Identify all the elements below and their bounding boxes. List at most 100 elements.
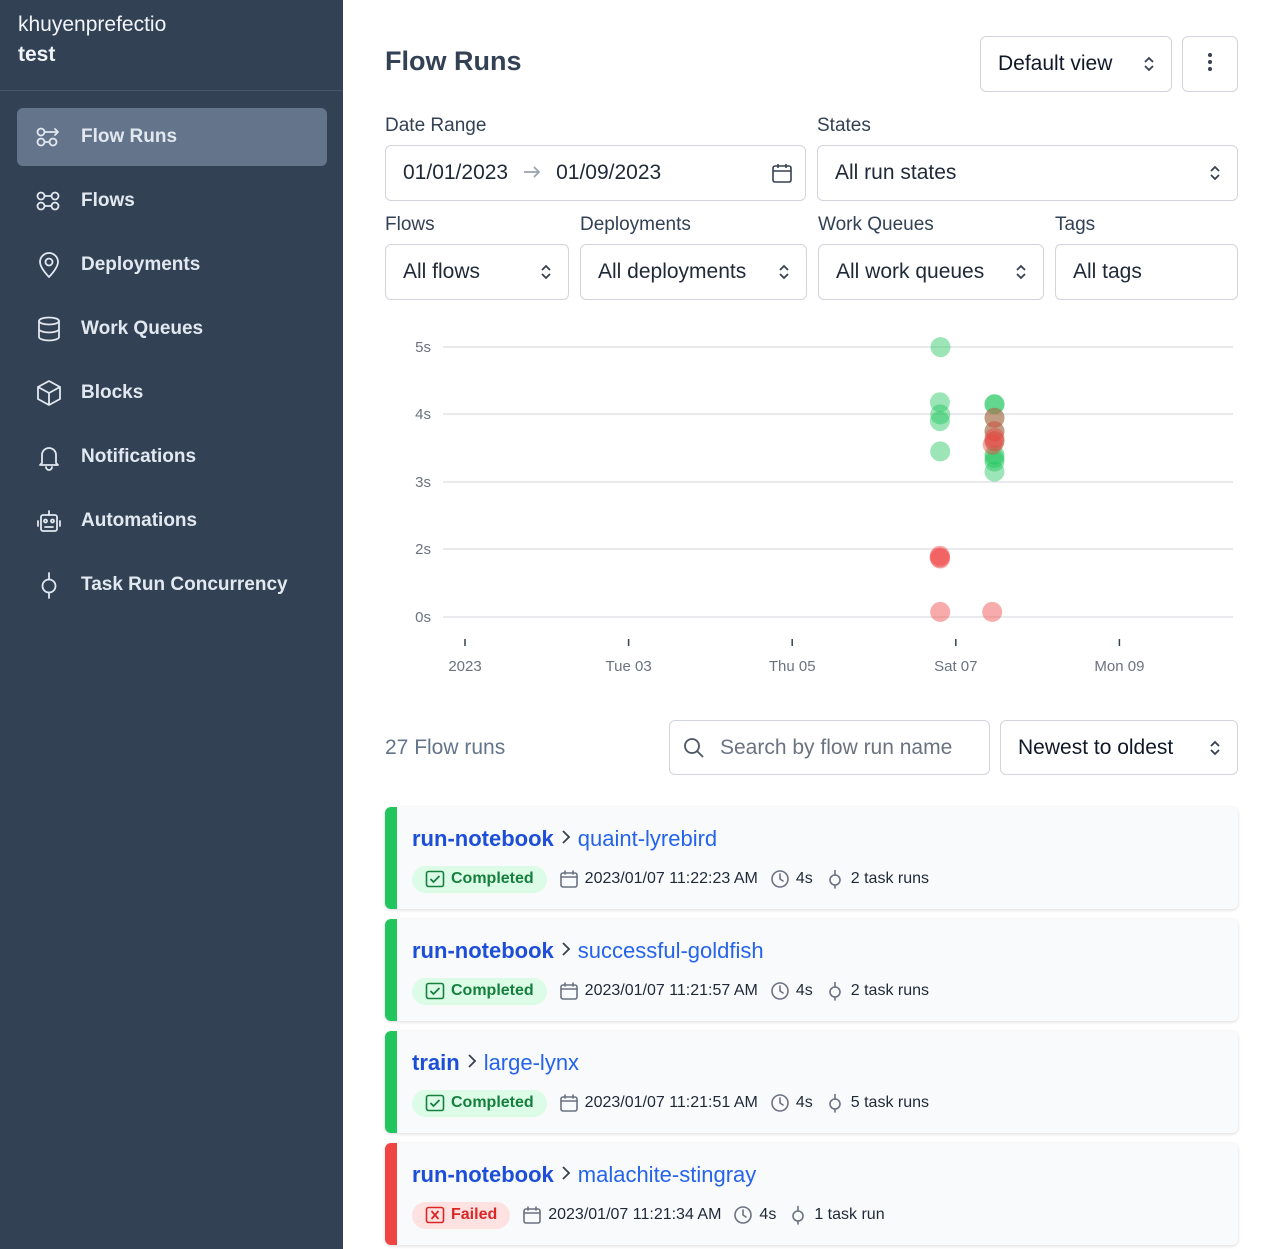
search-input[interactable]: Search by flow run name	[669, 720, 990, 775]
completed-run-point[interactable]	[984, 394, 1005, 415]
failed-run-point[interactable]	[982, 601, 1003, 622]
database-icon	[34, 314, 64, 344]
account-name: khuyenprefectio	[18, 13, 167, 36]
failed-run-point[interactable]	[930, 548, 951, 569]
start-time-value: 2023/01/07 11:22:23 AM	[584, 870, 758, 887]
x-tick-label: 2023	[448, 658, 481, 675]
tags-input[interactable]: All tags	[1055, 244, 1238, 300]
flow-run-card[interactable]: run-notebook malachite-stingray Failed 2…	[385, 1143, 1238, 1245]
flow-run-card[interactable]: run-notebook successful-goldfish Complet…	[385, 919, 1238, 1021]
tags-label: Tags	[1055, 214, 1096, 235]
state-color-bar	[385, 807, 397, 909]
sidebar-item-label: Flow Runs	[81, 126, 178, 147]
workspace-name: test	[18, 43, 56, 66]
tags-value: All tags	[1073, 260, 1142, 283]
flow-run-name-link[interactable]: malachite-stingray	[577, 1162, 757, 1187]
failed-run-point[interactable]	[984, 431, 1005, 452]
failed-run-point[interactable]	[984, 407, 1005, 428]
completed-icon	[425, 982, 451, 1000]
completed-run-point[interactable]	[984, 407, 1005, 428]
date-range-end: 01/09/2023	[556, 161, 662, 184]
start-time: 2023/01/07 11:21:51 AM	[559, 1093, 758, 1113]
flow-name-link[interactable]: run-notebook	[412, 826, 554, 851]
start-time: 2023/01/07 11:21:34 AM	[522, 1205, 721, 1225]
completed-run-point[interactable]	[984, 461, 1005, 482]
y-tick-label: 4s	[415, 406, 431, 423]
more-options-button[interactable]	[1182, 36, 1238, 92]
flow-name-link[interactable]: run-notebook	[412, 1162, 554, 1187]
flow-run-card[interactable]: run-notebook quaint-lyrebird Completed 2…	[385, 807, 1238, 909]
task-run-count-value: 2 task runs	[850, 982, 930, 999]
concurrency-icon	[34, 570, 64, 600]
completed-run-point[interactable]	[930, 441, 951, 462]
workspace-switcher[interactable]: khuyenprefectio test	[0, 0, 343, 91]
date-range-picker[interactable]: 01/01/2023 01/09/2023	[385, 145, 806, 201]
run-meta: Failed 2023/01/07 11:21:34 AM 4s 1 task …	[412, 1201, 897, 1229]
flow-name-link[interactable]: run-notebook	[412, 938, 554, 963]
sidebar-item-work-queues[interactable]: Work Queues	[17, 300, 327, 358]
states-value: All run states	[835, 161, 957, 184]
flow-run-card[interactable]: train large-lynx Completed 2023/01/07 11…	[385, 1031, 1238, 1133]
chevron-up-down-icon	[1143, 55, 1155, 73]
task-run-count: 2 task runs	[825, 981, 929, 1001]
completed-run-point[interactable]	[984, 444, 1005, 465]
x-tick-label: Mon 09	[1094, 658, 1144, 675]
sidebar-item-task-run-concurrency[interactable]: Task Run Concurrency	[17, 556, 327, 614]
task-run-icon	[825, 981, 851, 1001]
calendar-icon	[559, 1093, 585, 1113]
states-select[interactable]: All run states	[817, 145, 1238, 201]
calendar-icon	[771, 162, 793, 190]
completed-run-point[interactable]	[984, 394, 1005, 415]
completed-run-point[interactable]	[984, 448, 1005, 469]
sidebar-item-automations[interactable]: Automations	[17, 492, 327, 550]
sidebar-item-deployments[interactable]: Deployments	[17, 236, 327, 294]
start-time-value: 2023/01/07 11:21:51 AM	[584, 1094, 758, 1111]
failed-icon	[425, 1206, 451, 1224]
states-label: States	[817, 115, 871, 136]
y-tick-label: 5s	[415, 339, 431, 356]
cube-icon	[34, 378, 64, 408]
sidebar-item-blocks[interactable]: Blocks	[17, 364, 327, 422]
state-badge: Failed	[412, 1201, 511, 1229]
task-run-icon	[788, 1205, 814, 1225]
completed-run-point[interactable]	[984, 431, 1005, 452]
completed-icon	[425, 1094, 451, 1112]
flows-select[interactable]: All flows	[385, 244, 569, 300]
search-icon	[682, 736, 706, 760]
failed-run-point[interactable]	[984, 421, 1005, 442]
run-meta: Completed 2023/01/07 11:22:23 AM 4s 2 ta…	[412, 865, 941, 893]
state-badge: Completed	[412, 977, 547, 1005]
flows-icon	[34, 186, 64, 216]
flow-run-name-link[interactable]: large-lynx	[483, 1050, 580, 1075]
failed-run-point[interactable]	[929, 545, 950, 566]
sidebar-item-label: Blocks	[81, 382, 144, 403]
flow-run-list: run-notebook quaint-lyrebird Completed 2…	[385, 807, 1238, 1249]
work-queues-select[interactable]: All work queues	[818, 244, 1044, 300]
flow-run-name-link[interactable]: successful-goldfish	[577, 938, 764, 963]
completed-run-point[interactable]	[930, 404, 951, 425]
sort-select[interactable]: Newest to oldest	[1000, 720, 1238, 775]
sidebar-item-flows[interactable]: Flows	[17, 172, 327, 230]
completed-run-point[interactable]	[984, 421, 1005, 442]
flow-name-link[interactable]: train	[412, 1050, 460, 1075]
state-label: Completed	[451, 870, 534, 887]
completed-run-point[interactable]	[929, 392, 950, 413]
failed-run-point[interactable]	[930, 601, 951, 622]
sort-value: Newest to oldest	[1018, 735, 1174, 759]
date-range-start: 01/01/2023	[403, 161, 509, 184]
completed-run-point[interactable]	[984, 451, 1005, 472]
flow-run-name-link[interactable]: quaint-lyrebird	[577, 826, 718, 851]
failed-run-point[interactable]	[982, 434, 1003, 455]
failed-run-point[interactable]	[984, 428, 1005, 448]
sidebar-item-label: Work Queues	[81, 318, 204, 339]
sidebar-item-notifications[interactable]: Notifications	[17, 428, 327, 486]
date-range-label: Date Range	[385, 115, 487, 136]
sidebar-item-flow-runs[interactable]: Flow Runs	[17, 108, 327, 166]
completed-run-point[interactable]	[929, 411, 950, 432]
failed-run-point[interactable]	[929, 547, 950, 568]
chevron-up-down-icon	[1209, 164, 1221, 182]
page-title: Flow Runs	[385, 46, 522, 76]
deployments-select[interactable]: All deployments	[580, 244, 807, 300]
completed-run-point[interactable]	[930, 337, 951, 358]
saved-view-select[interactable]: Default view	[980, 36, 1172, 92]
